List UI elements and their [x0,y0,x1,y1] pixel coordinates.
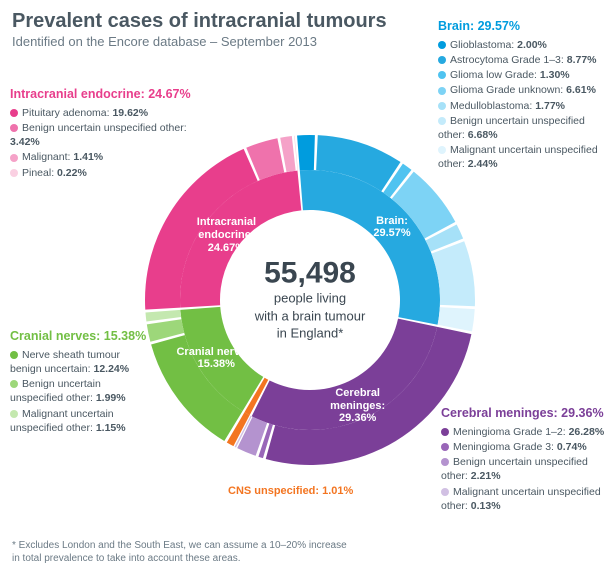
bullet-icon [438,87,446,95]
legend-item: Pineal: 0.22% [10,166,198,180]
bullet-icon [10,109,18,117]
bullet-icon [10,154,18,162]
legend-title: Cranial nerves: 15.38% [10,328,150,345]
bullet-icon [441,428,449,436]
legend-item: Meningioma Grade 1–2: 26.28% [441,425,606,439]
bullet-icon [10,410,18,418]
legend-item: Benign uncertain unspecified other: 6.68… [438,114,606,142]
bullet-icon [10,380,18,388]
legend-title: Cerebral meninges: 29.36% [441,405,606,422]
legend-item: Malignant uncertain unspecified other: 0… [441,485,606,513]
legend-item: Benign uncertain unspecified other: 1.99… [10,377,150,405]
footnote: * Excludes London and the South East, we… [12,539,347,565]
legend-item: Astrocytoma Grade 1–3: 8.77% [438,53,606,67]
legend-title: Brain: 29.57% [438,18,606,35]
legend-item: Glioma Grade unknown: 6.61% [438,83,606,97]
legend-item: Malignant uncertain unspecified other: 1… [10,407,150,435]
legend-item: Glioma low Grade: 1.30% [438,68,606,82]
legend-item: Medulloblastoma: 1.77% [438,99,606,113]
page-title: Prevalent cases of intracranial tumours [12,10,387,33]
legend-cranial: Cranial nerves: 15.38% Nerve sheath tumou… [10,328,150,436]
donut-chart: 55,498 people living with a brain tumour… [140,130,480,470]
center-line: with a brain tumour [230,308,390,324]
bullet-icon [438,146,446,154]
bullet-icon [441,458,449,466]
legend-meninges: Cerebral meninges: 29.36% Meningioma Grad… [441,405,606,514]
center-text: 55,498 people living with a brain tumour… [230,259,390,342]
legend-item: Benign uncertain unspecified other: 2.21… [441,455,606,483]
legend-item: Glioblastoma: 2.00% [438,38,606,52]
legend-brain: Brain: 29.57% Glioblastoma: 2.00%Astrocyt… [438,18,606,172]
center-line: people living [230,291,390,307]
legend-item: Meningioma Grade 3: 0.74% [441,440,606,454]
legend-cns: CNS unspecified: 1.01% [228,485,353,497]
outer-slice [145,310,181,322]
page-subtitle: Identified on the Encore database – Sept… [12,34,317,49]
legend-item: Nerve sheath tumour benign uncertain: 12… [10,348,150,376]
legend-item: Malignant uncertain unspecified other: 2… [438,143,606,171]
bullet-icon [10,169,18,177]
bullet-icon [10,124,18,132]
center-line: in England* [230,326,390,342]
bullet-icon [438,56,446,64]
legend-endocrine: Intracranial endocrine: 24.67% Pituitary … [10,86,198,181]
bullet-icon [441,443,449,451]
bullet-icon [10,351,18,359]
outer-slice [438,307,475,331]
legend-item: Benign uncertain unspecified other: 3.42… [10,121,198,149]
bullet-icon [438,117,446,125]
legend-item: Pituitary adenoma: 19.62% [10,106,198,120]
bullet-icon [441,488,449,496]
center-number: 55,498 [230,259,390,289]
bullet-icon [438,41,446,49]
legend-title: Intracranial endocrine: 24.67% [10,86,198,103]
bullet-icon [438,102,446,110]
bullet-icon [438,71,446,79]
legend-item: Malignant: 1.41% [10,150,198,164]
outer-slice [297,135,315,170]
